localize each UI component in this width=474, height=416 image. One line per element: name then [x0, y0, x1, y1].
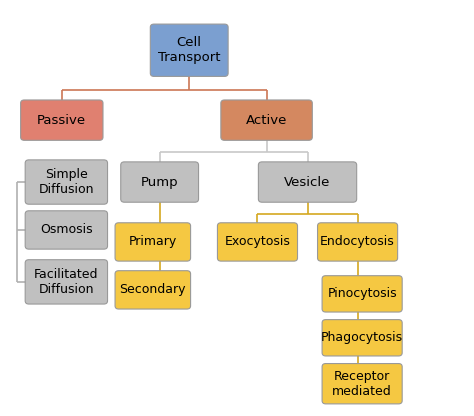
FancyBboxPatch shape — [322, 276, 402, 312]
Text: Primary: Primary — [129, 235, 177, 248]
FancyBboxPatch shape — [218, 223, 298, 261]
FancyBboxPatch shape — [25, 211, 108, 249]
Text: Pinocytosis: Pinocytosis — [328, 287, 397, 300]
Text: Active: Active — [246, 114, 287, 126]
FancyBboxPatch shape — [121, 162, 199, 202]
Text: Endocytosis: Endocytosis — [320, 235, 395, 248]
Text: Exocytosis: Exocytosis — [225, 235, 291, 248]
FancyBboxPatch shape — [21, 100, 103, 140]
Text: Vesicle: Vesicle — [284, 176, 331, 188]
Text: Osmosis: Osmosis — [40, 223, 93, 236]
Text: Phagocytosis: Phagocytosis — [321, 331, 403, 344]
FancyBboxPatch shape — [258, 162, 356, 202]
Text: Receptor
mediated: Receptor mediated — [332, 370, 392, 398]
Text: Facilitated
Diffusion: Facilitated Diffusion — [34, 268, 99, 296]
FancyBboxPatch shape — [115, 271, 191, 309]
FancyBboxPatch shape — [25, 160, 108, 204]
FancyBboxPatch shape — [322, 364, 402, 404]
FancyBboxPatch shape — [318, 223, 398, 261]
FancyBboxPatch shape — [150, 24, 228, 77]
FancyBboxPatch shape — [221, 100, 312, 140]
Text: Simple
Diffusion: Simple Diffusion — [38, 168, 94, 196]
Text: Cell
Transport: Cell Transport — [158, 36, 220, 64]
Text: Passive: Passive — [37, 114, 86, 126]
Text: Pump: Pump — [141, 176, 178, 188]
FancyBboxPatch shape — [115, 223, 191, 261]
FancyBboxPatch shape — [322, 319, 402, 356]
Text: Secondary: Secondary — [119, 283, 186, 296]
FancyBboxPatch shape — [25, 260, 108, 304]
